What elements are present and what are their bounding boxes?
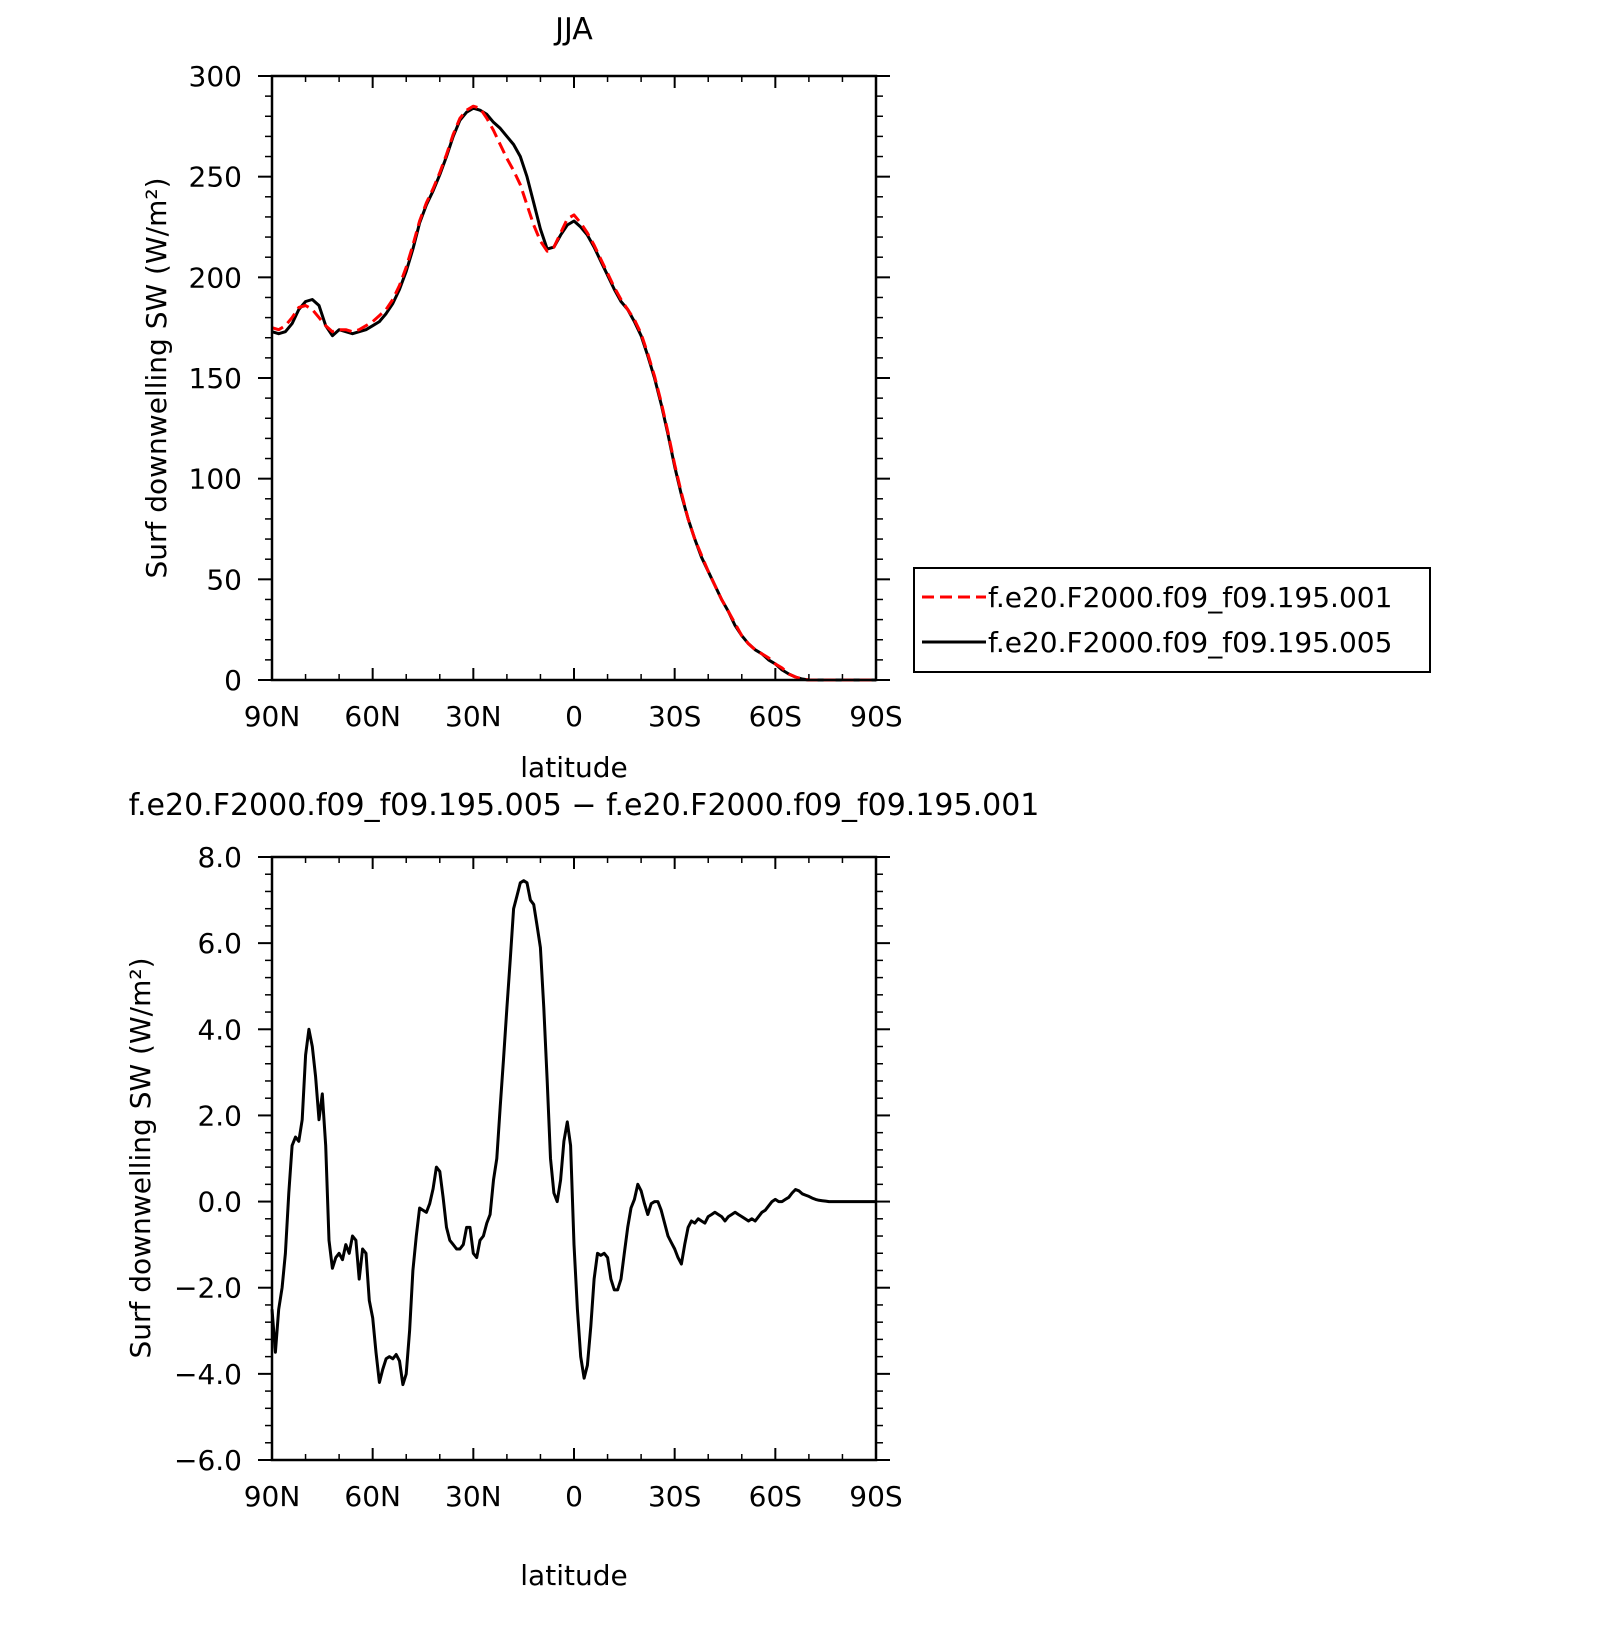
legend-label-001: f.e20.F2000.f09_f09.195.001 — [988, 581, 1392, 614]
y-tick-label: 2.0 — [197, 1099, 242, 1132]
top-series-group — [271, 104, 876, 682]
legend: f.e20.F2000.f09_f09.195.001 f.e20.F2000.… — [913, 567, 1431, 673]
x-tick-label: 90S — [849, 1480, 902, 1513]
y-tick-label: −4.0 — [174, 1358, 242, 1391]
legend-box — [913, 567, 1431, 673]
top-plot-frame — [270, 74, 878, 682]
y-tick-label: 6.0 — [197, 927, 242, 960]
bottom-series-group — [270, 879, 876, 1387]
x-tick-label: 0 — [565, 700, 583, 733]
y-tick-label: 250 — [189, 161, 242, 194]
x-tick-label: 30N — [445, 1480, 502, 1513]
legend-label-005: f.e20.F2000.f09_f09.195.005 — [988, 626, 1392, 659]
bottom-x-axis-label: latitude — [520, 1559, 627, 1592]
x-tick-label: 90N — [244, 700, 301, 733]
top-chart-title: JJA — [553, 12, 593, 47]
y-tick-label: −2.0 — [174, 1272, 242, 1305]
x-tick-label: 30N — [445, 700, 502, 733]
x-tick-label: 30S — [648, 700, 701, 733]
top-series-line-0 — [271, 104, 876, 682]
x-tick-label: 60N — [344, 1480, 401, 1513]
bottom-y-axis-label: Surf downwelling SW (W/m²) — [124, 957, 157, 1358]
x-tick-label: 30S — [648, 1480, 701, 1513]
top-axis-ticks: 90N 60N 30N 0 30S 60S 90S 0 50 100 150 200 250 300 — [189, 60, 903, 733]
top-y-axis-label: Surf downwelling SW (W/m²) — [140, 177, 173, 578]
bottom-axis-ticks: 90N 60N 30N 0 30S 60S 90S −6.0 −4.0 −2.0 0.0 2.0 4.0… — [174, 841, 903, 1513]
bottom-plot-frame — [270, 855, 878, 1462]
y-tick-label: 4.0 — [197, 1013, 242, 1046]
x-tick-label: 60N — [344, 700, 401, 733]
y-tick-label: 0 — [224, 664, 242, 697]
x-tick-label: 90S — [849, 700, 902, 733]
x-tick-label: 90N — [244, 1480, 301, 1513]
y-tick-label: −6.0 — [174, 1444, 242, 1477]
y-tick-label: 0.0 — [197, 1186, 242, 1219]
bottom-series-line-0 — [270, 879, 876, 1387]
x-tick-label: 60S — [749, 1480, 802, 1513]
y-tick-label: 300 — [189, 60, 242, 93]
y-tick-label: 150 — [189, 362, 242, 395]
top-panel: JJA 90N 60N 30N 0 30S 60S 90S 0 50 100 150 200 250 30… — [140, 12, 1431, 784]
y-tick-label: 8.0 — [197, 841, 242, 874]
top-x-axis-label: latitude — [520, 751, 627, 784]
x-tick-label: 0 — [565, 1480, 583, 1513]
y-tick-label: 100 — [189, 463, 242, 496]
y-tick-label: 50 — [206, 563, 242, 596]
top-series-line-1 — [271, 106, 876, 682]
y-tick-label: 200 — [189, 261, 242, 294]
bottom-panel: f.e20.F2000.f09_f09.195.005 − f.e20.F200… — [124, 788, 1039, 1592]
x-tick-label: 60S — [749, 700, 802, 733]
bottom-chart-title: f.e20.F2000.f09_f09.195.005 − f.e20.F200… — [129, 788, 1040, 823]
